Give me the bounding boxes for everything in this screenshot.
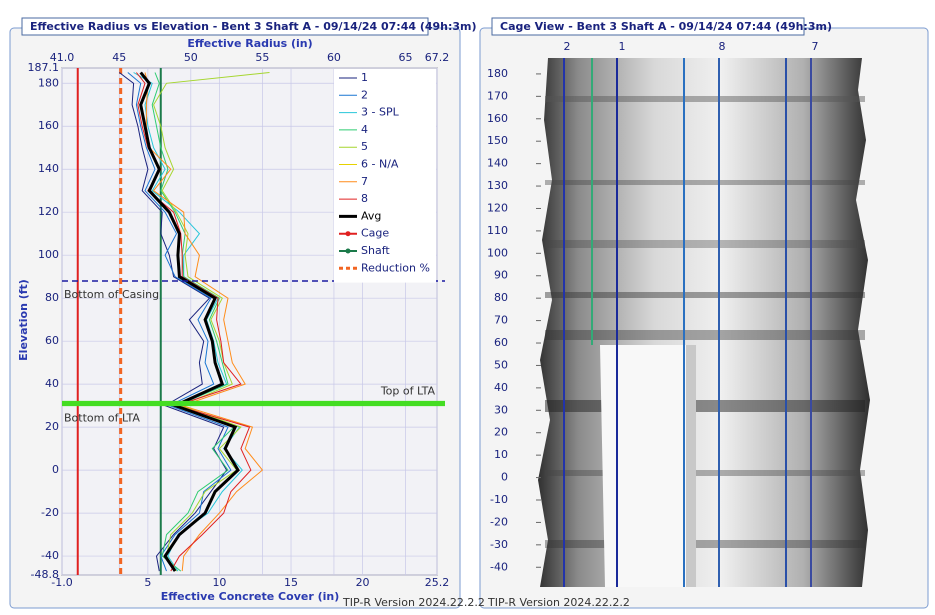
y-tick-label: 20 (494, 426, 508, 439)
y-tick-label: 70 (494, 314, 508, 327)
reference-label: Top of LTA (380, 384, 436, 397)
tube-label: 1 (619, 40, 626, 53)
y-tick-label: -20 (490, 515, 508, 528)
x-tick-label: 67.2 (425, 51, 450, 64)
y-tick-label: 60 (494, 336, 508, 349)
legend-label: 1 (361, 71, 368, 84)
legend-box (334, 69, 436, 283)
y-tick-label: -48.8 (31, 568, 59, 581)
x-tick-label: 50 (184, 51, 198, 64)
x2-tick-label: 15 (284, 576, 298, 589)
y-tick-label: 140 (487, 157, 508, 170)
x2-tick-label: 25.2 (425, 576, 450, 589)
legend-label: 3 - SPL (361, 106, 400, 119)
legend-label: Reduction % (361, 261, 430, 274)
y-tick-label: 160 (38, 119, 59, 132)
legend-dot (345, 248, 351, 254)
x2-tick-label: 5 (144, 576, 151, 589)
y-tick-label: -30 (490, 538, 508, 551)
y-tick-label: 0 (501, 471, 508, 484)
x2-tick-label: -1.0 (51, 576, 72, 589)
legend-label: Avg (361, 209, 381, 222)
x-tick-label: 41.0 (50, 51, 75, 64)
y-tick-label: 160 (487, 112, 508, 125)
footer: TIP-R Version 2024.22.2.2 (487, 596, 630, 609)
y-tick-label: -40 (490, 560, 508, 573)
y-axis-label: Elevation (ft) (17, 279, 30, 361)
y-tick-label: -20 (41, 506, 59, 519)
y-tick-label: 80 (494, 291, 508, 304)
y-tick-label: 120 (487, 201, 508, 214)
series-line (118, 72, 228, 572)
x-axis-label: Effective Radius (in) (187, 37, 312, 50)
series-line (151, 72, 235, 572)
y-tick-label: 170 (487, 89, 508, 102)
x2-tick-label: 20 (356, 576, 370, 589)
y-tick-label: 187.1 (28, 61, 60, 74)
y-tick-label: 140 (38, 162, 59, 175)
x-tick-label: 65 (399, 51, 413, 64)
footer: TIP-R Version 2024.22.2.2 (342, 596, 485, 609)
y-tick-label: 30 (494, 403, 508, 416)
y-tick-label: -10 (490, 493, 508, 506)
series-line (127, 72, 232, 572)
y-tick-label: 40 (45, 377, 59, 390)
left-title: Effective Radius vs Elevation - Bent 3 S… (30, 20, 477, 33)
y-tick-label: 90 (494, 269, 508, 282)
series-line (153, 72, 270, 572)
y-tick-label: 50 (494, 358, 508, 371)
x-tick-label: 55 (255, 51, 269, 64)
cage-view (538, 58, 870, 587)
y-tick-label: 20 (45, 420, 59, 433)
legend-label: Shaft (361, 244, 390, 257)
legend-label: 2 (361, 88, 368, 101)
y-tick-label: 180 (487, 67, 508, 80)
x-tick-label: 45 (112, 51, 126, 64)
y-tick-label: 180 (38, 76, 59, 89)
y-tick-label: 60 (45, 334, 59, 347)
reference-label: Bottom of Casing (64, 288, 159, 301)
reference-label: Bottom of LTA (64, 412, 140, 425)
tube-label: 7 (812, 40, 819, 53)
series-line (139, 71, 240, 572)
left-title-tab (21, 17, 429, 36)
legend-label: 8 (361, 192, 368, 205)
y-tick-label: 80 (45, 291, 59, 304)
y-tick-label: 110 (487, 224, 508, 237)
y-tick-label: 150 (487, 134, 508, 147)
y-tick-label: 0 (52, 463, 59, 476)
y-tick-label: 100 (487, 246, 508, 259)
legend-label: 5 (361, 140, 368, 153)
y-tick-label: -40 (41, 549, 59, 562)
legend-label: 6 - N/A (361, 158, 399, 171)
tube-label: 8 (719, 40, 726, 53)
y-tick-label: 100 (38, 248, 59, 261)
x2-axis-label: Effective Concrete Cover (in) (161, 590, 339, 603)
y-tick-label: 120 (38, 205, 59, 218)
x2-tick-label: 10 (212, 576, 226, 589)
x-tick-label: 60 (327, 51, 341, 64)
y-tick-label: 10 (494, 448, 508, 461)
right-title: Cage View - Bent 3 Shaft A - 09/14/24 07… (500, 20, 832, 33)
tube-label: 2 (564, 40, 571, 53)
legend-label: 4 (361, 123, 368, 136)
y-tick-label: 130 (487, 179, 508, 192)
legend-label: 7 (361, 175, 368, 188)
legend-dot (345, 231, 351, 237)
legend-label: Cage (361, 227, 389, 240)
y-tick-label: 40 (494, 381, 508, 394)
right-title-tab (491, 17, 805, 36)
